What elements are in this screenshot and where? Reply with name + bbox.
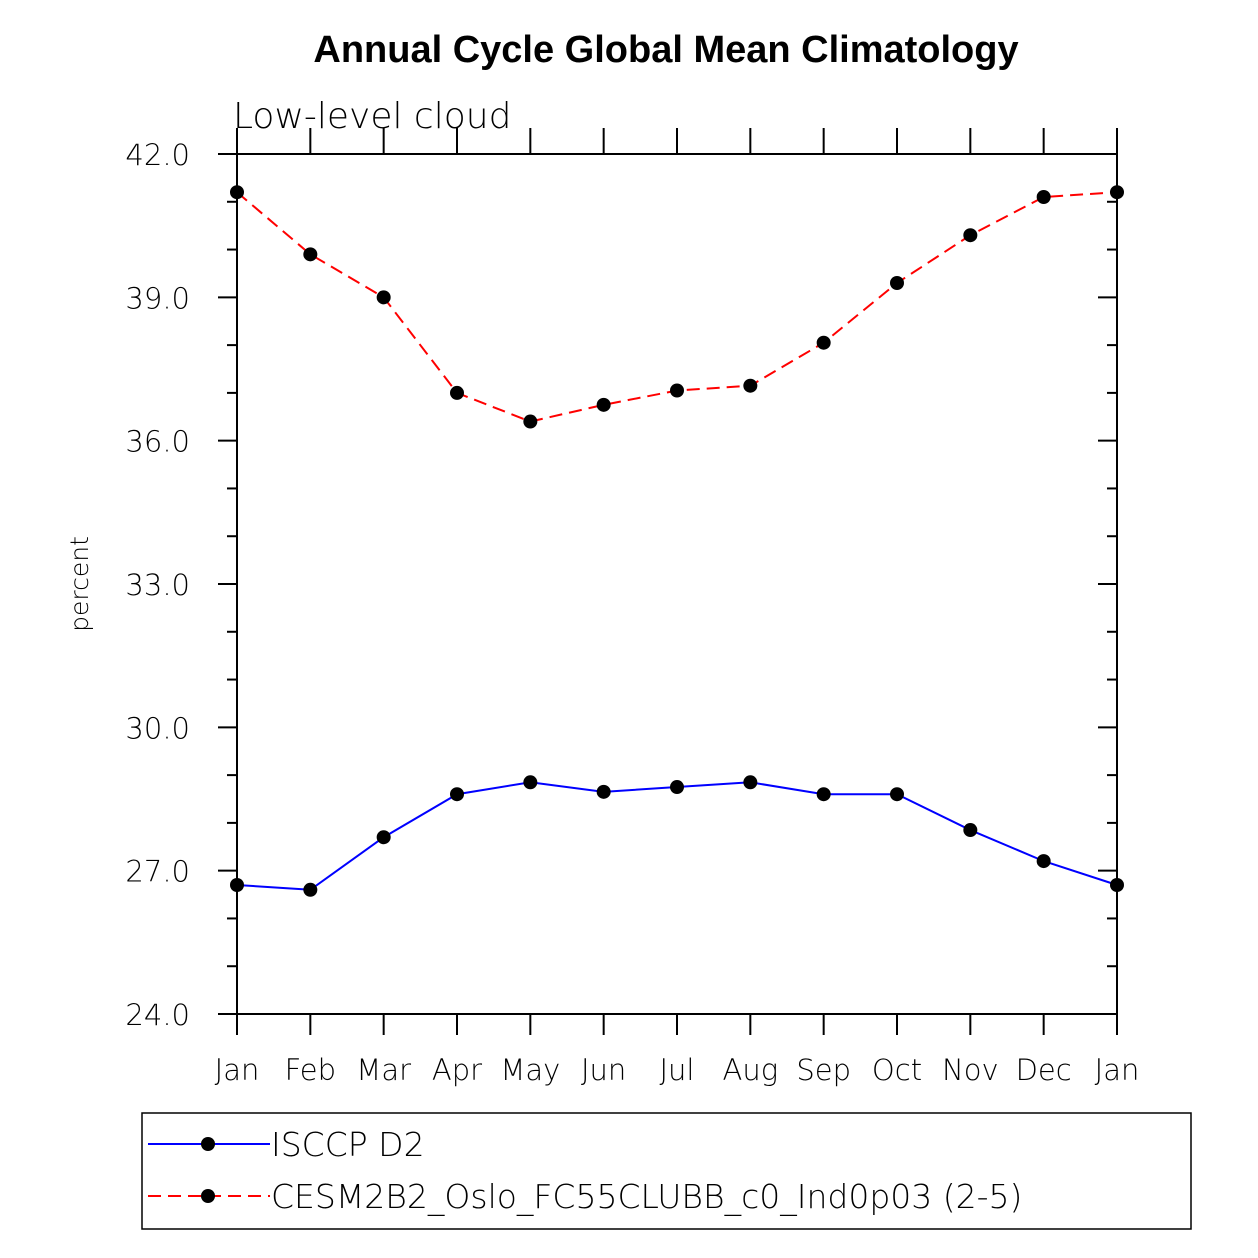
data-point-0	[963, 823, 978, 838]
x-tick-label: Oct	[872, 1053, 922, 1087]
data-point-1	[1036, 190, 1051, 204]
series-layer	[230, 185, 1124, 897]
data-point-0	[670, 780, 684, 795]
data-point-0	[450, 787, 464, 802]
legend-box	[141, 1112, 1192, 1230]
y-axis: 24.0 27.0 30.0 33.0 36.0 39.0 42.0	[125, 138, 1117, 1032]
data-point-0	[523, 775, 538, 790]
x-axis: Jan Feb Mar Apr May Jun Jul Aug Sep Oct Nov Dec Jan	[215, 128, 1140, 1087]
legend-marker-1	[201, 1189, 215, 1203]
data-point-0	[1110, 878, 1124, 892]
data-point-0	[816, 787, 831, 802]
x-tick-label: Jan	[215, 1053, 260, 1087]
data-point-0	[230, 878, 244, 892]
data-point-0	[890, 787, 904, 802]
data-point-1	[743, 378, 758, 393]
x-tick-label: Feb	[285, 1053, 336, 1087]
y-tick-label: 39.0	[125, 281, 190, 315]
chart-subtitle: Low-level cloud	[233, 96, 511, 137]
legend: ISCCP D2 CESM2B2_Oslo_FC55CLUBB_c0_Ind0p0…	[141, 1112, 1192, 1230]
data-point-0	[596, 784, 611, 799]
x-tick-label: May	[500, 1053, 560, 1087]
y-tick-label: 33.0	[125, 568, 190, 602]
data-point-1	[523, 414, 538, 429]
chart-title: Annual Cycle Global Mean Climatology	[313, 29, 1018, 71]
data-point-1	[230, 185, 244, 200]
y-tick-label: 36.0	[125, 425, 190, 459]
x-tick-label: Jun	[581, 1053, 626, 1087]
x-tick-label: Apr	[432, 1053, 482, 1087]
y-tick-label: 27.0	[125, 855, 190, 889]
data-point-1	[596, 397, 611, 412]
data-point-0	[376, 830, 391, 845]
legend-marker-0	[201, 1137, 215, 1151]
series-line-0	[236, 781, 1118, 891]
x-tick-label: Mar	[356, 1053, 411, 1087]
x-tick-label: Nov	[942, 1053, 999, 1087]
data-point-1	[670, 383, 684, 398]
data-point-0	[743, 775, 758, 790]
data-point-1	[963, 228, 978, 243]
x-tick-label: Sep	[796, 1053, 851, 1087]
legend-label-1: CESM2B2_Oslo_FC55CLUBB_c0_Ind0p03 (2-5)	[271, 1177, 1022, 1217]
y-tick-label: 24.0	[125, 998, 190, 1032]
y-tick-label: 42.0	[125, 138, 190, 172]
x-tick-label: Dec	[1016, 1053, 1072, 1087]
plot-frame	[236, 153, 1118, 1015]
data-point-1	[890, 276, 904, 290]
y-axis-label: percent	[65, 536, 94, 632]
data-point-1	[816, 335, 831, 350]
data-point-1	[450, 385, 464, 400]
data-point-0	[303, 882, 318, 897]
data-point-0	[1036, 854, 1051, 869]
data-point-1	[376, 290, 391, 305]
x-tick-label: Jul	[660, 1053, 695, 1087]
y-tick-label: 30.0	[125, 711, 190, 745]
x-tick-label: Aug	[723, 1053, 779, 1087]
data-point-1	[303, 247, 318, 262]
x-tick-label: Jan	[1095, 1053, 1140, 1087]
data-point-1	[1110, 185, 1124, 200]
legend-label-0: ISCCP D2	[271, 1125, 425, 1164]
